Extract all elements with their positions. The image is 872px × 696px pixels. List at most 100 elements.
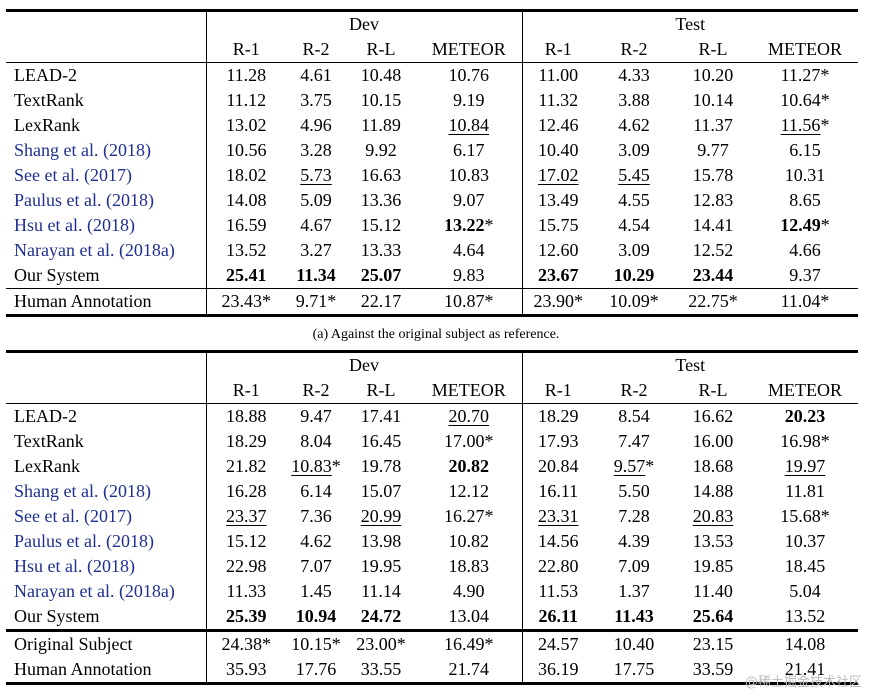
value-text: 17.75 xyxy=(613,659,655,679)
value-cell: 15.12 xyxy=(346,213,416,238)
value-cell: 17.75 xyxy=(594,657,674,685)
system-name[interactable]: Hsu et al. (2018) xyxy=(6,213,207,238)
value-cell: 10.20 xyxy=(674,62,752,88)
caption-a: (a) Against the original subject as refe… xyxy=(312,327,560,342)
value-cell: 23.44 xyxy=(674,263,752,289)
system-name[interactable]: Paulus et al. (2018) xyxy=(6,188,207,213)
metric-header: R-1 xyxy=(544,39,572,59)
value-cell: 11.43 xyxy=(594,604,674,631)
system-name[interactable]: See et al. (2017) xyxy=(6,504,207,529)
value-cell: 10.40 xyxy=(594,629,674,657)
metric-header-row: R-1 R-2 R-L METEOR R-1 R-2 R-L METEOR xyxy=(6,378,858,404)
value-text: 4.96 xyxy=(300,115,332,135)
system-name[interactable]: Narayan et al. (2018a) xyxy=(6,579,207,604)
value-text: 18.29 xyxy=(226,431,267,451)
metric-header: R-1 xyxy=(232,39,260,59)
value-text: 9.77 xyxy=(697,140,729,160)
value-text: 10.15 xyxy=(360,90,402,110)
value-text: 4.62 xyxy=(300,531,332,551)
value-text: 33.59 xyxy=(692,659,734,679)
value-cell: 16.63 xyxy=(346,163,416,188)
table-row: LEAD-2 11.28 4.61 10.48 10.76 11.00 4.33 10.20 1… xyxy=(6,62,859,88)
value-text: 8.04 xyxy=(300,431,332,451)
value-cell: 12.12 xyxy=(416,479,523,504)
value-cell: 10.87* xyxy=(416,288,523,317)
value-text: 4.33 xyxy=(618,65,650,85)
value-cell: 11.27* xyxy=(752,62,859,88)
value-cell: 10.64* xyxy=(752,88,858,113)
value-text: 13.04 xyxy=(448,606,490,626)
value-text: 19.78 xyxy=(360,456,402,476)
value-text: 25.64 xyxy=(692,606,734,626)
value-cell: 11.28 xyxy=(206,62,286,88)
value-text: 22.98 xyxy=(226,556,267,576)
value-text: 10.40 xyxy=(613,634,655,654)
value-text: 9.19 xyxy=(453,90,485,110)
value-cell: 16.59 xyxy=(206,213,286,238)
value-cell: 9.19 xyxy=(416,88,523,113)
value-text: 25.41 xyxy=(226,265,267,285)
system-name: LexRank xyxy=(6,454,207,479)
value-text: 24.38* xyxy=(221,634,272,654)
value-cell: 15.68* xyxy=(752,504,858,529)
system-name[interactable]: Shang et al. (2018) xyxy=(6,138,207,163)
value-cell: 5.73 xyxy=(286,163,346,188)
value-cell: 11.04* xyxy=(752,288,859,317)
value-text: 10.64* xyxy=(780,90,830,110)
value-text: 9.57 xyxy=(613,456,646,476)
value-text: 10.83 xyxy=(448,165,490,185)
value-cell: 20.23 xyxy=(752,403,859,429)
value-cell: 18.29 xyxy=(206,429,286,454)
value-text: 23.90* xyxy=(533,291,584,311)
value-cell: 13.33 xyxy=(346,238,416,263)
value-text: 23.37 xyxy=(226,506,267,526)
value-text: 6.17 xyxy=(453,140,485,160)
value-text: 19.85 xyxy=(692,556,734,576)
value-text: 9.37 xyxy=(789,265,821,285)
value-text: 14.08 xyxy=(784,634,826,654)
value-text: 5.50 xyxy=(618,481,650,501)
value-text: 3.28 xyxy=(300,140,332,160)
value-cell: 13.36 xyxy=(346,188,416,213)
value-cell: 5.09 xyxy=(286,188,346,213)
value-text: 20.84 xyxy=(538,456,579,476)
system-name[interactable]: Hsu et al. (2018) xyxy=(6,554,207,579)
value-text: 10.56 xyxy=(226,140,267,160)
value-cell: 22.98 xyxy=(206,554,286,579)
value-cell: 9.57* xyxy=(594,454,674,479)
value-text: 24.57 xyxy=(538,634,579,654)
value-text: 19.97 xyxy=(784,456,826,476)
value-text: 13.33 xyxy=(360,240,402,260)
system-name[interactable]: Narayan et al. (2018a) xyxy=(6,238,207,263)
value-text: 15.07 xyxy=(360,481,402,501)
metric-header: METEOR xyxy=(768,39,843,59)
table-row: Narayan et al. (2018a) 11.33 1.45 11.14 4.90… xyxy=(6,579,858,604)
value-cell: 5.45 xyxy=(594,163,674,188)
value-text: 18.68 xyxy=(692,456,734,476)
system-name: Human Annotation xyxy=(6,288,207,317)
value-text: 7.28 xyxy=(618,506,650,526)
value-cell: 4.62 xyxy=(286,529,346,554)
value-text: 4.61 xyxy=(300,65,332,85)
value-text: 13.98 xyxy=(360,531,402,551)
value-cell: 10.76 xyxy=(416,62,523,88)
value-text: 9.92 xyxy=(365,140,397,160)
value-cell: 3.75 xyxy=(286,88,346,113)
value-text: 10.09* xyxy=(609,291,659,311)
system-name[interactable]: See et al. (2017) xyxy=(6,163,207,188)
value-text: 12.46 xyxy=(538,115,579,135)
value-cell: 35.93 xyxy=(206,657,286,685)
system-name[interactable]: Paulus et al. (2018) xyxy=(6,529,207,554)
value-cell: 18.88 xyxy=(206,403,286,429)
value-text: 19.95 xyxy=(360,556,402,576)
value-cell: 23.67 xyxy=(522,263,594,289)
value-cell: 6.14 xyxy=(286,479,346,504)
watermark: @稀土掘金技术社区 xyxy=(744,675,862,690)
system-name[interactable]: Shang et al. (2018) xyxy=(6,479,207,504)
value-cell: 11.89 xyxy=(346,113,416,138)
value-cell: 13.52 xyxy=(206,238,286,263)
value-text: 13.49 xyxy=(538,190,579,210)
value-text: 16.45 xyxy=(360,431,402,451)
value-cell: 11.00 xyxy=(522,62,594,88)
value-cell: 33.55 xyxy=(346,657,416,685)
